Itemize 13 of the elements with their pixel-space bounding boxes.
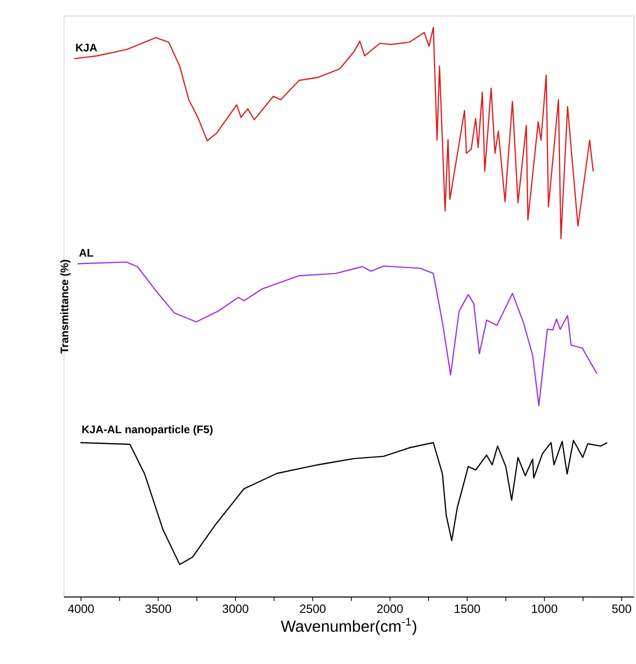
series-label: KJA-AL nanoparticle (F5): [82, 425, 213, 436]
x-tick-label: 3000: [222, 604, 248, 613]
series-label: KJA: [76, 44, 98, 52]
x-tick-label: 2000: [377, 604, 403, 613]
x-tick-label: 1500: [454, 604, 480, 613]
x-tick-label: 2500: [300, 604, 326, 613]
x-tick-label: 3500: [145, 604, 172, 613]
x-tick-label: 1000: [532, 604, 558, 613]
y-axis-title: Transmittance (%): [60, 260, 70, 354]
x-axis-title: Wavenumber(cm$^{-1}$): [280, 618, 416, 636]
series-label: AL: [79, 249, 94, 257]
x-tick-label: 4000: [68, 604, 94, 613]
x-tick-label: 500: [612, 604, 632, 613]
